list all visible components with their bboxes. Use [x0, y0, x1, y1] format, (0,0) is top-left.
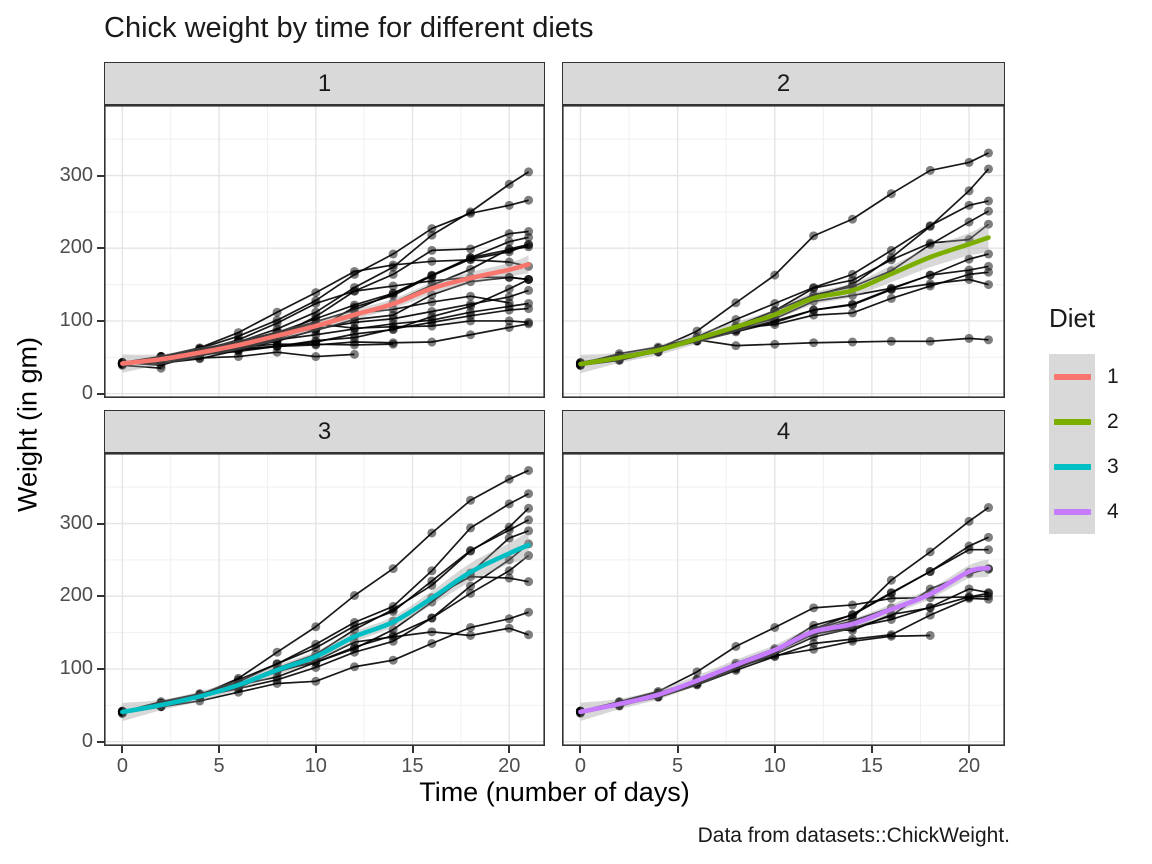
legend-key-diet-3	[1049, 444, 1095, 489]
x-tick-mark	[314, 746, 317, 753]
legend-label-diet-4: 4	[1107, 500, 1119, 523]
x-axis-title: Time (number of days)	[419, 777, 690, 807]
facet-panel-diet-4	[562, 453, 1005, 746]
y-axis-title: Weight (in gm)	[12, 336, 43, 513]
y-tick-mark	[97, 174, 104, 177]
x-tick-mark	[121, 746, 124, 753]
x-tick-label: 0	[116, 755, 128, 777]
legend-key-diet-2	[1049, 399, 1095, 444]
y-tick-mark	[97, 667, 104, 670]
legend-key-diet-1	[1049, 354, 1095, 399]
y-tick-label: 300	[59, 163, 93, 186]
caption: Data from datasets::ChickWeight.	[697, 824, 1010, 847]
x-tick-mark	[968, 746, 971, 753]
legend-line-icon	[1053, 373, 1091, 380]
x-tick-mark	[870, 746, 873, 753]
facet-strip-diet-2: 2	[562, 62, 1005, 105]
x-tick-label: 5	[213, 755, 225, 777]
facet-strip-diet-1: 1	[104, 62, 545, 105]
x-tick-label: 20	[498, 755, 521, 777]
y-tick-mark	[97, 522, 104, 525]
y-tick-mark	[97, 595, 104, 598]
facet-strip-label: 4	[776, 417, 791, 445]
y-tick-mark	[97, 247, 104, 250]
facet-panel-diet-2	[562, 105, 1005, 398]
facet-strip-diet-4: 4	[562, 410, 1005, 453]
facet-panel-diet-3	[104, 453, 545, 746]
x-tick-label: 10	[763, 755, 786, 777]
y-tick-mark	[97, 392, 104, 395]
x-tick-label: 0	[574, 755, 587, 777]
legend-line-icon	[1053, 418, 1091, 425]
x-tick-label: 5	[672, 755, 684, 777]
x-tick-mark	[218, 746, 221, 753]
legend-key-diet-4	[1049, 489, 1095, 534]
y-tick-label: 200	[59, 584, 93, 607]
y-tick-label: 100	[59, 656, 93, 679]
legend-label-diet-3: 3	[1107, 455, 1119, 478]
y-tick-mark	[97, 319, 104, 322]
x-tick-mark	[676, 746, 679, 753]
y-tick-label: 100	[59, 308, 93, 331]
legend-line-icon	[1053, 463, 1091, 470]
legend-line-icon	[1053, 508, 1091, 515]
x-tick-mark	[411, 746, 414, 753]
y-tick-label: 200	[59, 236, 93, 259]
legend	[1049, 354, 1095, 534]
x-tick-label: 10	[304, 755, 327, 777]
y-tick-label: 0	[81, 381, 93, 404]
facet-panel-diet-1	[104, 105, 545, 398]
x-tick-label: 15	[860, 755, 884, 777]
x-tick-mark	[579, 746, 582, 753]
x-tick-label: 20	[957, 755, 981, 777]
facet-strip-diet-3: 3	[104, 410, 545, 453]
chart-title: Chick weight by time for different diets	[104, 12, 594, 44]
x-tick-label: 15	[401, 755, 424, 777]
y-tick-label: 0	[81, 729, 93, 752]
y-tick-mark	[97, 740, 104, 743]
facet-strip-label: 2	[776, 69, 791, 97]
legend-title: Diet	[1049, 303, 1096, 333]
legend-label-diet-2: 2	[1107, 410, 1119, 433]
facet-strip-label: 3	[317, 417, 332, 445]
y-tick-label: 300	[59, 511, 93, 534]
legend-label-diet-1: 1	[1107, 365, 1119, 388]
x-tick-mark	[773, 746, 776, 753]
x-tick-mark	[508, 746, 511, 753]
facet-strip-label: 1	[317, 69, 332, 97]
